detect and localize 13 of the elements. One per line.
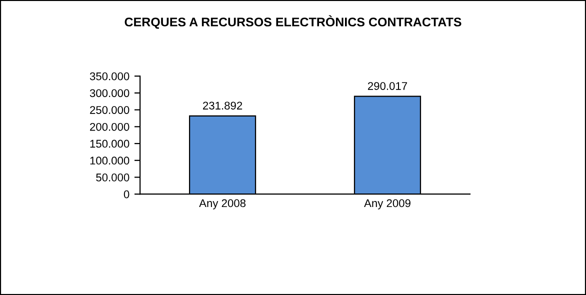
- data-label: 231.892: [203, 102, 242, 110]
- y-tick-label: 150.000: [90, 140, 130, 148]
- x-tick-label: Any 2009: [364, 199, 410, 210]
- y-tick-label: 100.000: [90, 156, 130, 165]
- data-label: 290.017: [368, 82, 408, 90]
- y-tick-label: 200.000: [90, 122, 130, 131]
- y-tick-label: 350.000: [90, 72, 130, 80]
- y-tick-label: 50.000: [96, 174, 130, 182]
- x-tick-label: Any 2008: [199, 199, 246, 210]
- y-tick-label: 0: [124, 190, 130, 198]
- y-tick-label: 250.000: [90, 106, 130, 114]
- chart-title: CERQUES A RECURSOS ELECTRÒNICS CONTRACTATS: [124, 15, 462, 29]
- y-tick-label: 300.000: [90, 89, 130, 98]
